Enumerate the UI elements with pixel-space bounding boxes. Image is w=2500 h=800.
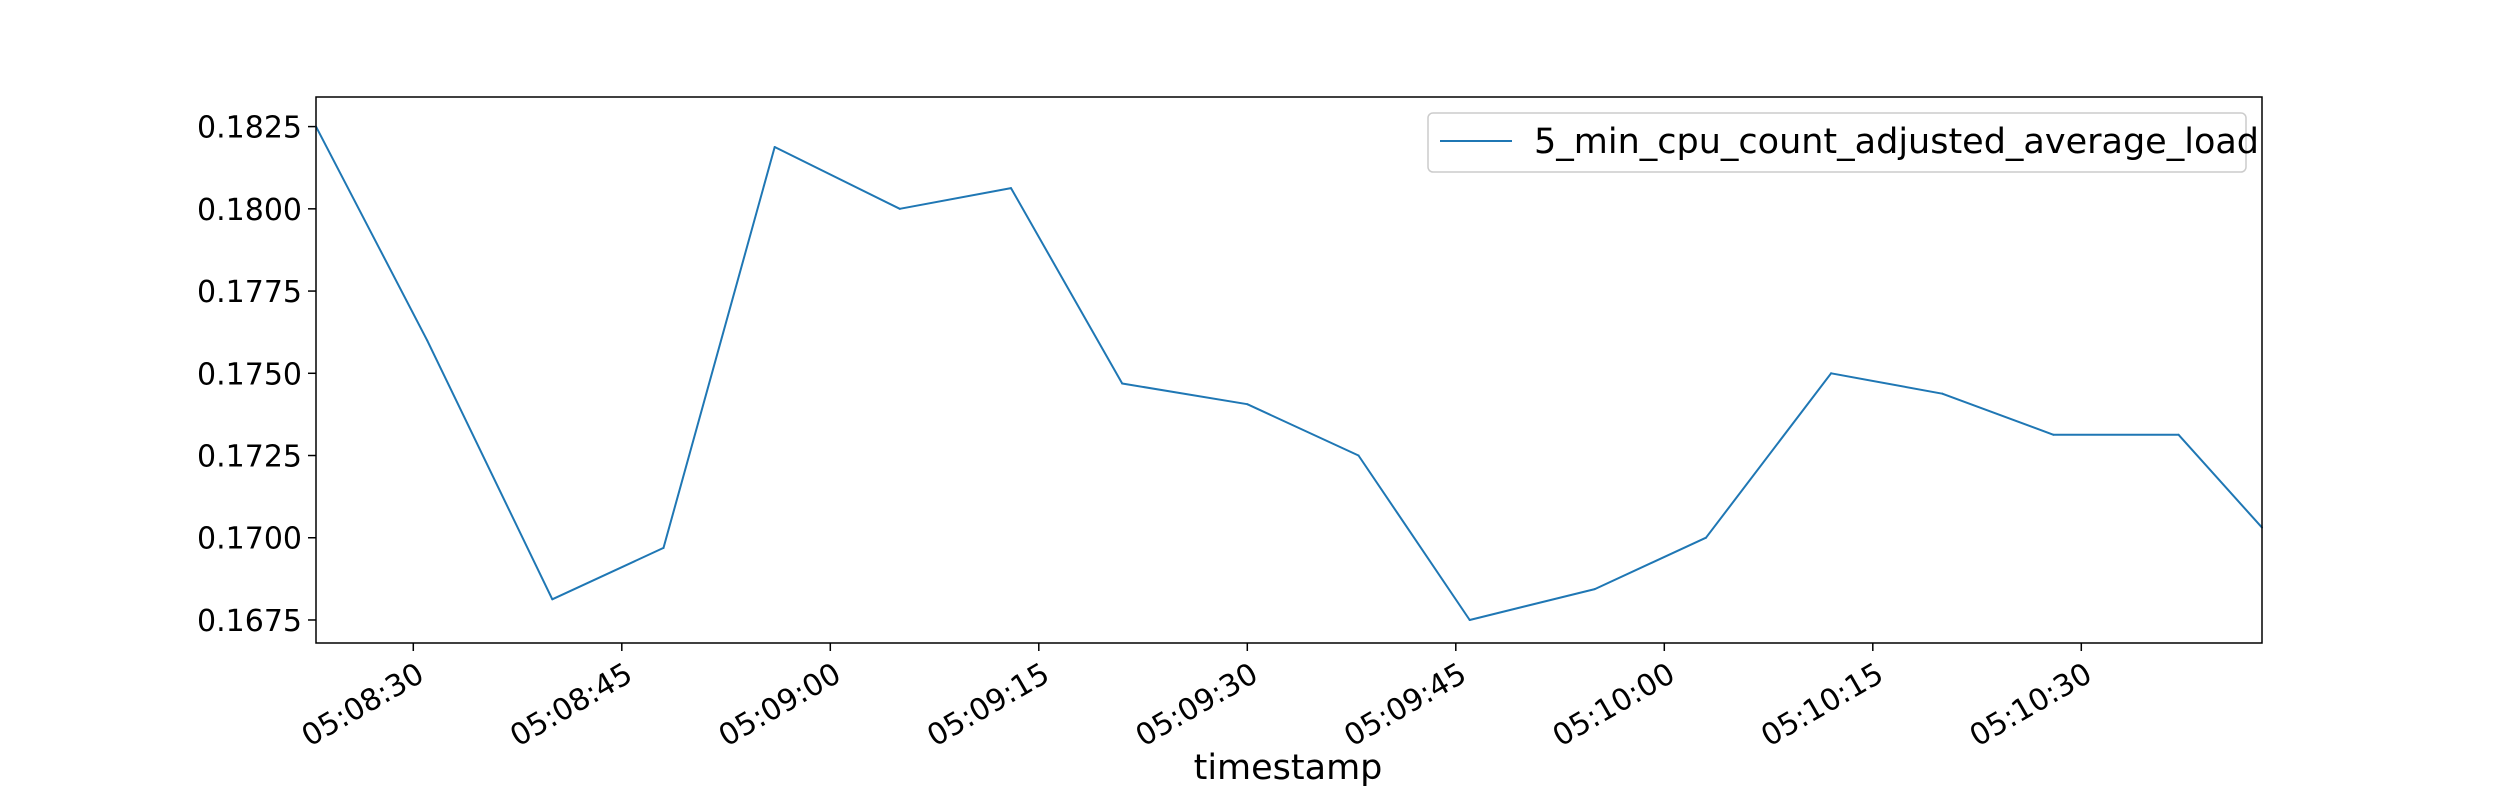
x-tick-label: 05:08:45 [504, 656, 638, 754]
y-axis: 0.1675 0.1700 0.1725 0.1750 0.1775 0.1800 0.18… [197, 111, 316, 639]
data-point [662, 546, 665, 549]
legend-label: 5_min_cpu_count_adjusted_average_load [1534, 122, 2259, 162]
plot-frame [315, 96, 2263, 644]
y-tick-label: 0.1750 [197, 357, 302, 392]
y-tick-label: 0.1800 [197, 193, 302, 228]
y-tick-label: 0.1675 [197, 604, 302, 639]
plot-area [316, 97, 2262, 643]
data-point [1830, 372, 1833, 375]
x-tick-label: 05:10:15 [1755, 656, 1889, 754]
data-point [773, 145, 776, 148]
x-axis-label: timestamp [1194, 748, 1383, 788]
x-tick-label: 05:08:30 [296, 656, 430, 754]
series-line [315, 126, 2263, 621]
data-point [1121, 382, 1124, 385]
data-point [1357, 454, 1360, 457]
legend: 5_min_cpu_count_adjusted_average_load [1427, 112, 2259, 173]
data-point [2177, 433, 2180, 436]
y-tick-label: 0.1775 [197, 275, 302, 310]
data-point [1246, 403, 1249, 406]
x-axis: 05:08:30 05:08:45 05:09:00 05:09:15 05:09:30… [296, 643, 2098, 754]
x-tick-label: 05:10:30 [1964, 656, 2098, 754]
data-point [426, 339, 429, 342]
data-point [1593, 588, 1596, 591]
legend-box [1427, 112, 2247, 173]
x-tick-label: 05:09:15 [921, 656, 1055, 754]
data-point [551, 598, 554, 601]
data-point [1010, 187, 1012, 190]
y-tick-label: 0.1725 [197, 440, 302, 475]
x-tick-label: 05:09:30 [1130, 656, 1264, 754]
data-point [1705, 536, 1707, 539]
y-tick-label: 0.1700 [197, 522, 302, 557]
x-tick-label: 05:09:45 [1338, 656, 1472, 754]
data-point [1941, 392, 1944, 395]
data-point [2052, 433, 2055, 436]
x-tick-label: 05:09:00 [713, 656, 847, 754]
x-tick-label: 05:10:00 [1547, 656, 1681, 754]
data-point [1468, 618, 1471, 621]
data-point [898, 207, 901, 210]
y-tick-label: 0.1825 [197, 111, 302, 146]
